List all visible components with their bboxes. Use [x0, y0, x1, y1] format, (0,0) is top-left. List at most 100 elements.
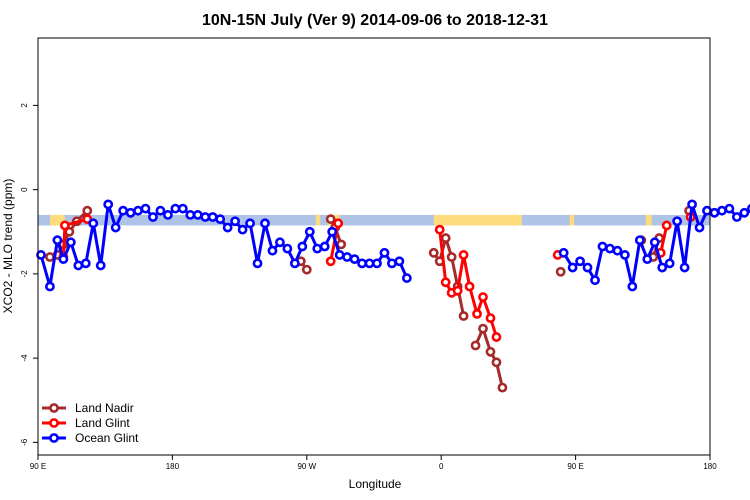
data-point [458, 311, 469, 321]
x-tick-label: 90 E [567, 462, 583, 471]
data-point [452, 285, 463, 296]
data-point [478, 292, 488, 302]
data-point [325, 256, 336, 267]
data-point [357, 258, 367, 269]
data-point [58, 254, 69, 265]
legend-label: Land Nadir [75, 401, 134, 415]
y-tick-label: 2 [20, 103, 29, 108]
data-point [52, 235, 63, 246]
reference-band [38, 214, 710, 226]
data-point [428, 247, 439, 258]
series-land-nadir [45, 205, 694, 393]
data-point [334, 250, 345, 260]
x-tick-label: 90 W [297, 462, 316, 471]
data-point [724, 203, 735, 214]
y-tick-label: -4 [20, 354, 29, 362]
data-point [619, 250, 630, 260]
data-point [45, 281, 55, 292]
land-patch [49, 214, 65, 226]
data-point [434, 224, 445, 235]
data-point [125, 207, 136, 218]
data-point [148, 212, 158, 222]
data-point [222, 222, 233, 233]
series-land-glint [58, 212, 696, 342]
y-tick-label: 0 [20, 187, 29, 192]
data-point [605, 243, 615, 254]
data-point [485, 346, 496, 357]
data-point [731, 212, 742, 222]
data-point [140, 203, 151, 214]
data-point [446, 252, 457, 262]
legend-marker [49, 433, 59, 443]
data-point [491, 357, 502, 368]
data-point [163, 210, 173, 220]
data-point [155, 205, 166, 216]
data-point [301, 264, 312, 275]
data-point [215, 214, 226, 225]
x-tick-label: 180 [166, 462, 180, 471]
data-point [558, 247, 569, 258]
land-patch [433, 214, 522, 226]
data-point [289, 258, 300, 269]
x-tick-label: 180 [703, 462, 717, 471]
data-point [200, 212, 211, 222]
data-point [45, 252, 55, 262]
data-point [661, 220, 672, 231]
y-axis-title: XCO2 - MLO trend (ppm) [1, 179, 15, 314]
x-tick-labels: 90 E 180 90 W 0 90 E 180 [30, 462, 717, 471]
data-point [575, 256, 585, 267]
data-point [401, 273, 412, 283]
data-point [95, 260, 106, 271]
data-point [642, 254, 653, 265]
data-point [327, 226, 338, 237]
data-point [110, 222, 121, 233]
legend-label: Ocean Glint [75, 431, 139, 445]
data-point [297, 241, 308, 252]
data-point [387, 258, 397, 269]
data-point [118, 205, 129, 216]
data-point [230, 216, 241, 227]
data-point [170, 203, 181, 214]
data-point [260, 218, 270, 229]
data-point [88, 218, 99, 229]
data-point [177, 203, 188, 214]
data-point [464, 281, 475, 292]
data-point [394, 256, 405, 267]
series-ocean-glint [36, 199, 750, 292]
data-point [649, 237, 660, 248]
data-point [342, 252, 353, 262]
data-point [192, 210, 203, 220]
data-point [582, 262, 593, 273]
reference-band-rect [38, 214, 710, 226]
data-point [739, 207, 750, 218]
data-point [80, 258, 91, 269]
x-tick-label: 0 [439, 462, 444, 471]
data-point [472, 308, 482, 319]
data-point [275, 237, 285, 248]
data-point [567, 262, 578, 273]
data-point [634, 235, 645, 246]
data-point [612, 245, 623, 256]
data-point [36, 250, 46, 260]
plot-frame [37, 37, 711, 456]
data-point [333, 218, 344, 229]
data-point [440, 233, 451, 243]
data-point [185, 210, 196, 220]
data-point [252, 258, 263, 269]
legend-marker [49, 403, 59, 413]
data-point [694, 222, 705, 233]
land-patch [569, 214, 575, 226]
y-tick-labels: -6 -4 -2 0 2 [20, 103, 29, 446]
data-point [207, 212, 218, 222]
data-point [237, 224, 248, 235]
data-point [672, 216, 683, 227]
legend-label: Land Glint [75, 416, 130, 430]
data-point [717, 205, 727, 216]
data-point [590, 275, 600, 286]
chart-title: 10N-15N July (Ver 9) 2014-09-06 to 2018-… [202, 12, 548, 29]
data-point [267, 245, 278, 256]
data-point [458, 250, 469, 260]
land-patch [315, 214, 321, 226]
